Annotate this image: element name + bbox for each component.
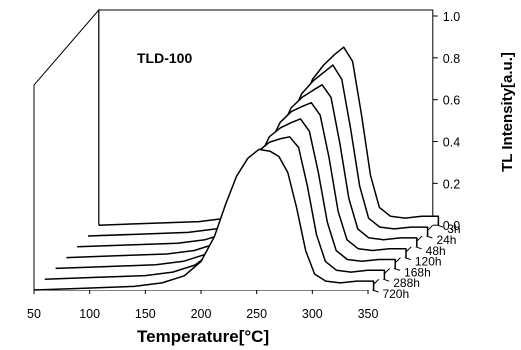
series-end-tick-720h (372, 289, 379, 293)
z-tick-label-0.4: 0.4 (443, 136, 460, 150)
series-label-24h: 24h (436, 233, 456, 247)
series-end-tick-168h (393, 267, 401, 271)
z-axis-title: TL Intensity[a.u.] (499, 52, 516, 172)
z-tick-label-1.0: 1.0 (443, 10, 460, 24)
side-wall (33, 8, 100, 290)
series-label-720h: 720h (382, 287, 409, 301)
series-end-tick-120h (404, 257, 412, 261)
series-end-tick-24h (426, 235, 433, 239)
x-axis-title: Temperature[°C] (137, 327, 269, 346)
series-label-288h: 288h (393, 276, 420, 290)
z-tick-label-0.2: 0.2 (443, 177, 460, 191)
series-label-120h: 120h (415, 255, 442, 269)
x-tick-label-50: 50 (27, 307, 41, 321)
series-line-720h (33, 148, 375, 291)
chart-title: TLD-100 (137, 50, 192, 66)
x-tick-label-200: 200 (191, 307, 212, 321)
axis-ticks: 50 100 150 200 250 300 350 0.0 0.2 0.4 0.6 0.8 1.0 (27, 10, 460, 321)
series-label-48h: 48h (426, 244, 446, 258)
series-label-3h: 3h (447, 222, 460, 236)
x-tick-label-250: 250 (246, 307, 267, 321)
z-tick-label-0.0: 0.0 (443, 219, 460, 233)
series-end-tick-288h (383, 278, 390, 282)
x-tick-label-150: 150 (135, 307, 156, 321)
x-tick-label-100: 100 (79, 307, 100, 321)
z-tick-label-0.8: 0.8 (443, 52, 460, 66)
z-tick-label-0.6: 0.6 (443, 94, 460, 108)
series-end-tick-3h (437, 224, 444, 228)
x-tick-label-300: 300 (302, 307, 323, 321)
series-label-168h: 168h (404, 265, 431, 279)
series-end-tick-48h (415, 246, 422, 250)
x-tick-label-350: 350 (358, 307, 379, 321)
